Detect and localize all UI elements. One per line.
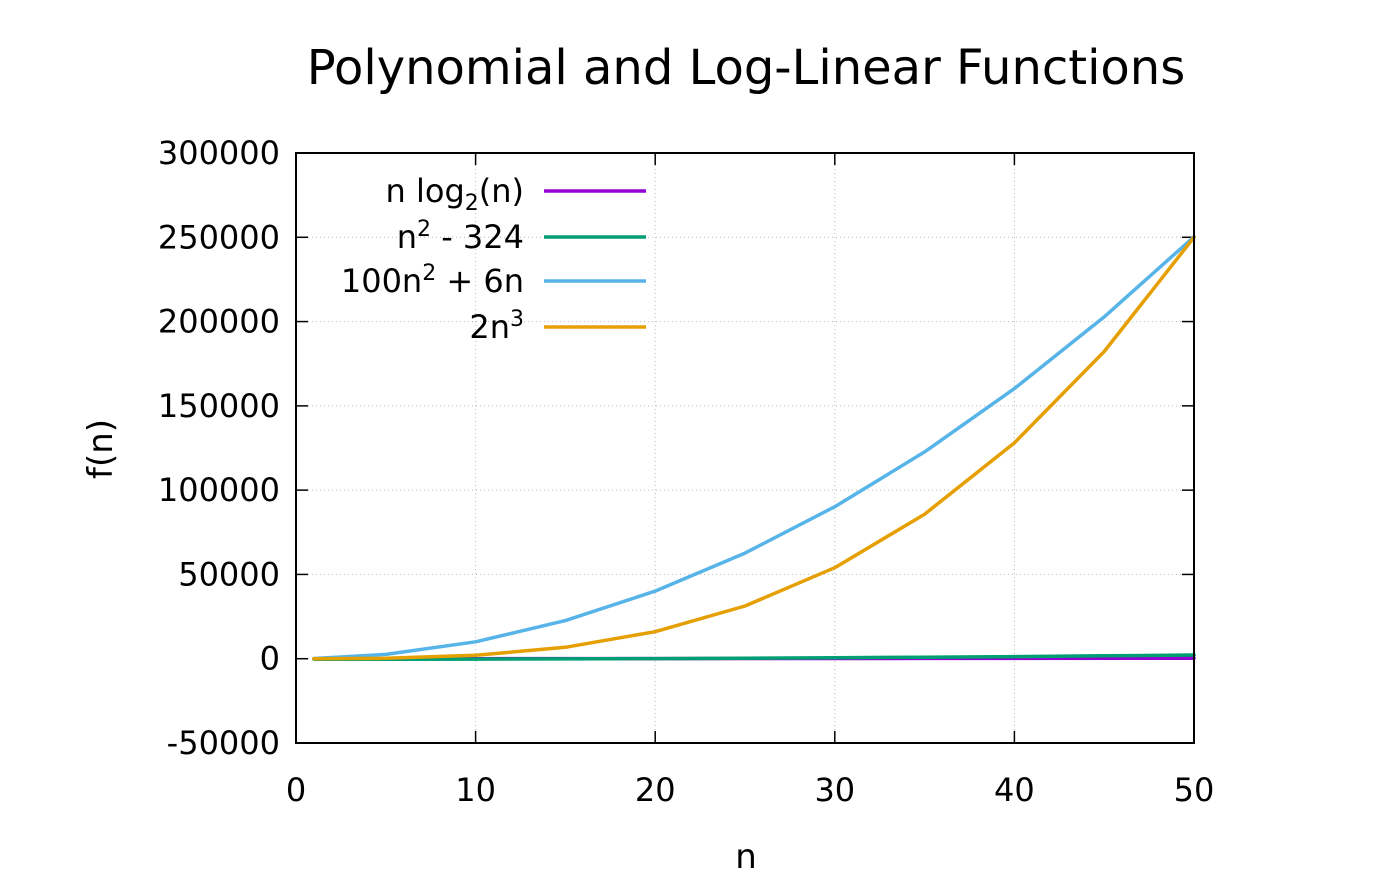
y-tick-label: 200000 bbox=[158, 303, 280, 341]
legend-label-superscript: 2 bbox=[417, 217, 431, 242]
legend-label-base: 2n bbox=[469, 308, 510, 346]
series-line-3 bbox=[312, 235, 1196, 661]
x-tick-label: 30 bbox=[814, 771, 855, 809]
legend-label-base: 100n bbox=[341, 262, 422, 300]
y-tick-label: 50000 bbox=[178, 555, 280, 593]
legend-label-tail: (n) bbox=[479, 172, 524, 210]
y-tick-label: -50000 bbox=[167, 724, 280, 762]
x-tick-label: 40 bbox=[994, 771, 1035, 809]
y-tick-label: 100000 bbox=[158, 471, 280, 509]
series-line-1 bbox=[312, 653, 1196, 662]
x-tick-label: 20 bbox=[635, 771, 676, 809]
chart-title: Polynomial and Log-Linear Functions bbox=[307, 40, 1185, 96]
legend-label-tail: + 6n bbox=[436, 262, 524, 300]
series-line-2 bbox=[312, 235, 1196, 661]
y-tick-label: 250000 bbox=[158, 218, 280, 256]
labels: Polynomial and Log-Linear Functions n f(… bbox=[81, 40, 1185, 877]
plot-frame bbox=[295, 152, 1195, 744]
legend-label-2: 100n2 + 6n bbox=[341, 261, 524, 300]
y-axis-label: f(n) bbox=[81, 419, 121, 479]
series-lines bbox=[312, 235, 1196, 662]
legend-label-3: 2n3​ bbox=[469, 307, 524, 346]
legend-label-superscript: 2 bbox=[422, 261, 436, 286]
y-tick-label: 150000 bbox=[158, 387, 280, 425]
x-axis-label: n bbox=[735, 837, 757, 877]
legend-label-1: n2 - 324 bbox=[397, 217, 524, 256]
ticks: -500000500001000001500002000002500003000… bbox=[158, 134, 1215, 809]
legend-label-superscript: 3 bbox=[510, 307, 524, 332]
y-tick-label: 300000 bbox=[158, 134, 280, 172]
legend-label-base: n bbox=[397, 218, 417, 256]
legend-label-tail: - 324 bbox=[431, 218, 524, 256]
x-tick-label: 0 bbox=[286, 771, 306, 809]
legend-label-subscript: 2 bbox=[465, 191, 479, 216]
legend-label-0: n log2(n) bbox=[386, 172, 524, 216]
x-tick-label: 10 bbox=[455, 771, 496, 809]
x-tick-label: 50 bbox=[1174, 771, 1215, 809]
y-tick-label: 0 bbox=[260, 640, 280, 678]
legend-label-base: n log bbox=[386, 172, 465, 210]
